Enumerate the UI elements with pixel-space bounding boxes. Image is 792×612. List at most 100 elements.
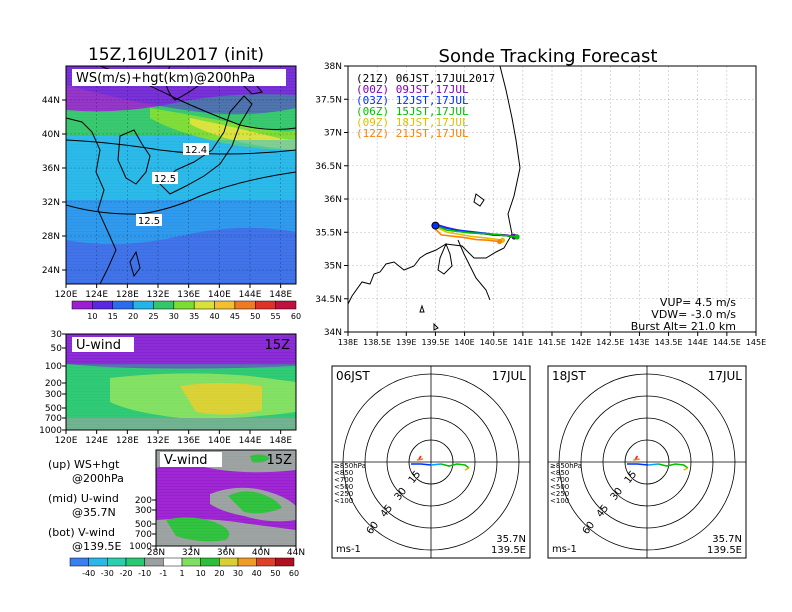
hodo-date: 17JUL [492, 369, 527, 383]
hodo-level-label: <100 [550, 497, 569, 505]
track-lon-tick-label: 145E [746, 338, 766, 347]
track-lat-tick-label: 36.5N [315, 162, 342, 172]
hodo-level-label: <500 [550, 483, 569, 491]
hodo-trace [416, 458, 424, 461]
hgt-contour-3 [66, 171, 296, 215]
hodo-lat: 35.7N [712, 534, 742, 545]
hodograph-06jst: 15304560≥850hPa<850<700<500<250<10006JST… [331, 365, 531, 559]
coast-korea [117, 129, 151, 185]
contour-label-3: 12.5 [138, 216, 160, 227]
coast-boso [457, 239, 491, 301]
contour-label-1: 12.4 [185, 145, 207, 156]
ws-colorbar-label: 30 [169, 312, 179, 321]
ws-lon-tick-label: 136E [177, 290, 200, 300]
track-lon-tick-label: 140.5E [480, 338, 508, 347]
hodo-level-label: ≥850hPa [334, 462, 366, 470]
v-p-tick-label: 200 [135, 496, 152, 506]
track-lat-tick-label: 34N [324, 328, 342, 338]
track-lon-tick-label: 138.5E [363, 338, 391, 347]
map-label-box [72, 69, 286, 86]
track-map [348, 66, 756, 332]
ws-colorbar-swatch [92, 300, 113, 310]
contour-label-2: 12.5 [154, 174, 176, 185]
param-burst: Burst Alt= 21.0 km [631, 320, 736, 333]
track-lat-tick-label: 36N [324, 195, 342, 205]
coast-izu [437, 242, 453, 275]
hodo-level-label: ≥850hPa [550, 462, 582, 470]
hodo-trace [440, 463, 470, 469]
ws-colorbar-swatch [112, 300, 134, 310]
u-lon-tick-label: 140E [208, 436, 231, 446]
ws-colorbar-swatch [275, 300, 297, 310]
hodo-inner [548, 366, 746, 558]
hodo-lon: 139.5E [491, 545, 526, 556]
ws-colorbar-label: 50 [250, 312, 260, 321]
hodo-level-label: <850 [334, 469, 353, 477]
u-lon-tick-label: 136E [177, 436, 200, 446]
hodo-trace [418, 455, 422, 460]
u-wind-label: U-wind [76, 338, 121, 353]
hodo-time: 18JST [552, 369, 586, 383]
wind-colorbar-label: -10 [138, 569, 151, 578]
left-title: 15Z,16JUL2017 (init) [88, 45, 264, 65]
legend-up-b: @200hPa [72, 472, 124, 485]
v-lat-ticks: 28N 32N 36N 40N 44N [147, 546, 305, 558]
wind-colorbar-swatch [107, 557, 127, 567]
u-label-box [72, 337, 134, 352]
ws-lon-tick-label: 140E [208, 290, 231, 300]
u-p-tick-label: 1000 [39, 426, 62, 436]
wind-colorbar-swatch [69, 557, 89, 567]
legend-up-a: (up) WS+hgt [48, 458, 120, 471]
launch-legend-entry: (21Z) 06JST,17JUL2017 [356, 72, 495, 85]
hodo-trace [633, 458, 640, 461]
right-title: Sonde Tracking Forecast [439, 46, 658, 67]
param-vdw: VDW= -3.0 m/s [651, 308, 736, 321]
ws-map-frame [65, 65, 297, 285]
track-lat-tick-label: 38N [324, 62, 342, 72]
map-label: WS(m/s)+hgt(km)@200hPa [76, 71, 255, 86]
launch-legend-entry: (12Z) 21JST,17JUL [356, 127, 469, 140]
hodo-trace [634, 455, 639, 460]
ws-colorbar-swatch [234, 300, 256, 310]
hodo-level-label: <700 [550, 476, 569, 484]
ws-lon-tick-label: 120E [55, 290, 78, 300]
coast-japan [159, 95, 253, 195]
hodo-trace [658, 463, 689, 469]
v-lat-tick-label: 32N [182, 548, 200, 558]
wind-colorbar-label: 1 [179, 569, 184, 578]
v-wind-label: V-wind [164, 453, 208, 468]
ws-colorbar: 10 15 20 25 30 35 40 45 50 55 60 [71, 300, 301, 321]
panel-legend: (up) WS+hgt @200hPa (mid) U-wind @35.7N … [48, 458, 124, 553]
u-lon-tick-label: 120E [55, 436, 78, 446]
ws-lon-tick-label: 124E [85, 290, 108, 300]
legend-mid-a: (mid) U-wind [48, 492, 119, 505]
hodograph-18jst: 15304560≥850hPa<850<700<500<250<10018JST… [547, 365, 747, 559]
ws-colorbar-swatch [71, 300, 93, 310]
hodo-level-label: <850 [550, 469, 569, 477]
ws-lat-tick-label: 32N [42, 198, 60, 208]
u-p-tick-label: 50 [51, 344, 63, 354]
coast-china [66, 117, 117, 284]
island-izu-1 [419, 304, 425, 313]
ws-lat-tick-label: 40N [42, 130, 60, 140]
hodo-time: 06JST [336, 369, 370, 383]
ws-lon-tick-label: 148E [269, 290, 292, 300]
contour-label-box-3 [136, 214, 162, 226]
launch-point-inner [432, 222, 439, 229]
hodo-trace [647, 463, 659, 466]
u-lon-tick-label: 128E [116, 436, 139, 446]
u-lon-ticks: 120E 124E 128E 132E 136E 140E 144E 148E [55, 430, 292, 446]
coast-taiwan [129, 250, 141, 278]
track-params: VUP= 4.5 m/s VDW= -3.0 m/s Burst Alt= 21… [631, 296, 737, 333]
ws-lon-tick-label: 128E [116, 290, 139, 300]
v-lat-tick-label: 40N [252, 548, 270, 558]
track-lon-tick-label: 141.5E [538, 338, 566, 347]
u-p-tick-label: 300 [45, 390, 62, 400]
u-p-tick-label: 700 [45, 414, 62, 424]
ws-colorbar-label: 10 [87, 312, 97, 321]
launch-legend-entry: (00Z) 09JST,17JUL [356, 83, 469, 96]
u-p-tick-label: 200 [45, 379, 62, 389]
track-lon-tick-label: 141E [513, 338, 533, 347]
